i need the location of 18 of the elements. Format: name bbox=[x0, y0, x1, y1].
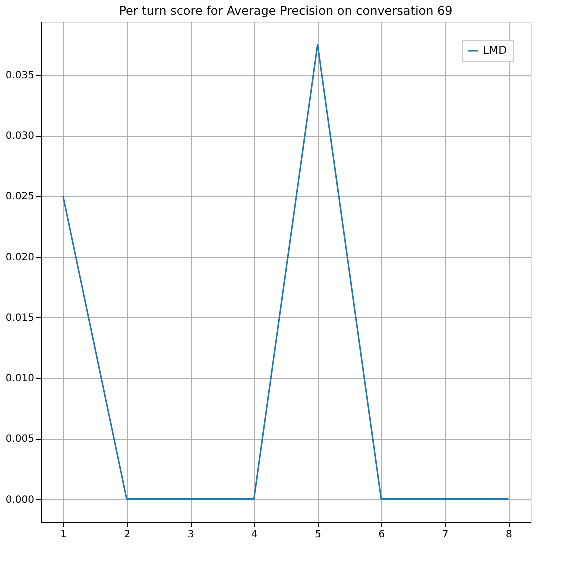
x-tick-label: 5 bbox=[315, 530, 322, 540]
x-tick-label: 3 bbox=[188, 530, 194, 540]
chart-title: Per turn score for Average Precision on conversation 69 bbox=[119, 4, 453, 18]
x-tick-label: 1 bbox=[60, 530, 67, 540]
legend-label: LMD bbox=[483, 44, 508, 57]
y-tick-label: 0.025 bbox=[6, 192, 34, 203]
x-tick-label: 2 bbox=[124, 530, 131, 540]
y-tick-label: 0.035 bbox=[6, 70, 34, 82]
y-tick-label: 0.000 bbox=[6, 494, 34, 506]
y-tick-label: 0.005 bbox=[6, 434, 34, 446]
y-tick-label: 0.015 bbox=[6, 312, 34, 324]
x-tick-label: 4 bbox=[251, 530, 258, 540]
y-tick-label: 0.020 bbox=[6, 252, 34, 264]
x-tick-label: 6 bbox=[378, 530, 386, 540]
y-tick-label: 0.010 bbox=[6, 374, 34, 385]
y-tick-label: 0.030 bbox=[6, 131, 34, 142]
x-tick-label: 8 bbox=[506, 530, 512, 540]
x-tick-label: 7 bbox=[442, 530, 449, 540]
